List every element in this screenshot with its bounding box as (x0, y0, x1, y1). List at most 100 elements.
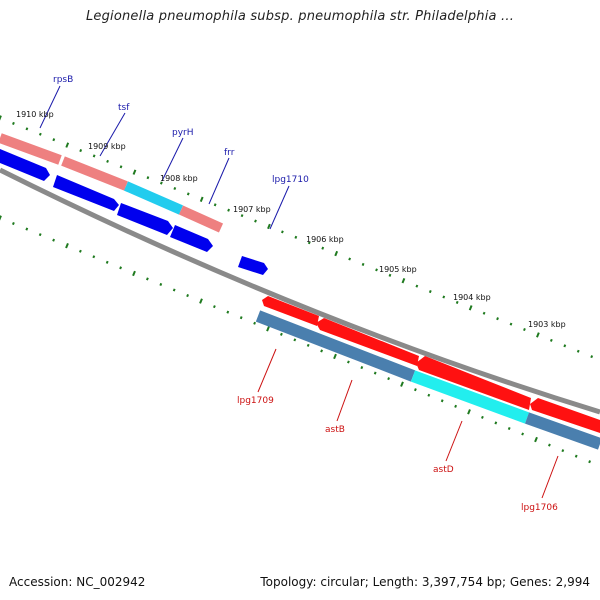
cds-lpg1706-rev (530, 398, 600, 433)
tick-minor (496, 317, 499, 321)
tick-minor (293, 338, 297, 342)
tick-minor (576, 349, 580, 353)
gene-lpg1706 (524, 412, 600, 450)
tick-minor (507, 426, 511, 431)
tick-minor (306, 343, 310, 347)
accession-text: Accession: NC_002942 (9, 575, 146, 589)
gene-tsf (61, 156, 128, 191)
tick-minor (482, 311, 486, 315)
reverse-gene-track (255, 310, 600, 450)
tick-minor (239, 316, 243, 320)
tick-minor (360, 366, 364, 370)
tick-minor (388, 273, 392, 277)
tick-major (266, 326, 270, 332)
tick-minor (186, 192, 190, 196)
tick-major (0, 215, 2, 221)
tick-minor (92, 255, 96, 259)
tick-minor (119, 165, 123, 169)
tick-minor (428, 290, 432, 294)
label-frr: frr (224, 148, 235, 158)
tick-label-1909: 1909 kbp (88, 142, 126, 151)
tick-minor (307, 241, 311, 245)
tick-minor (254, 219, 257, 223)
cds-rpsB (0, 149, 50, 181)
label-pyrH: pyrH (172, 128, 194, 138)
tick-minor (549, 338, 553, 342)
gene-pyrH (124, 181, 183, 215)
tick-major (467, 409, 471, 415)
tick-major (132, 270, 136, 277)
tick-major (401, 278, 406, 284)
forward-gene-track (0, 133, 224, 233)
tick-minor (25, 227, 29, 231)
map-title: Legionella pneumophila subsp. pneumophil… (85, 9, 515, 24)
tick-minor (375, 268, 378, 272)
tick-minor (561, 449, 565, 453)
tick-minor (427, 393, 431, 397)
tick-minor (52, 138, 56, 142)
tick-minor (186, 294, 190, 298)
tick-minor (227, 208, 231, 212)
tick-minor (38, 233, 42, 237)
tick-minor (442, 295, 446, 299)
tick-labels: 1910 kbp 1909 kbp 1908 kbp 1907 kbp 1906… (16, 110, 566, 329)
tick-minor (106, 159, 109, 163)
tick-label-1908: 1908 kbp (160, 174, 198, 183)
gene-frr (178, 205, 224, 233)
genome-summary-text: Topology: circular; Length: 3,397,754 bp… (260, 575, 590, 589)
tick-minor (79, 149, 83, 153)
tick-minor (454, 404, 458, 408)
tick-minor (25, 127, 29, 131)
tick-minor (294, 235, 298, 239)
gene-lpg1709 (255, 310, 416, 382)
tick-major (534, 436, 538, 443)
tick-label-1903: 1903 kbp (528, 320, 566, 329)
tick-minor (509, 322, 513, 326)
tick-minor (415, 284, 419, 288)
tick-minor (173, 186, 177, 191)
gene-astD (410, 370, 530, 424)
tick-minor (172, 288, 176, 292)
tick-major (65, 243, 69, 249)
cds-lpg1710 (238, 256, 268, 275)
label-astD: astD (433, 465, 454, 475)
tick-minor (159, 181, 163, 185)
tick-minor (226, 310, 230, 314)
reverse-cds-track (262, 296, 600, 433)
tick-label-1907: 1907 kbp (233, 205, 271, 214)
tick-minor (146, 176, 150, 180)
tick-minor (146, 277, 149, 281)
tick-minor (387, 377, 391, 381)
tick-minor (361, 262, 365, 266)
label-lpg1710: lpg1710 (272, 175, 309, 185)
tick-minor (574, 454, 578, 458)
tick-minor (280, 332, 283, 336)
tick-major (132, 169, 137, 175)
tick-minor (455, 300, 459, 304)
tick-minor (494, 421, 498, 425)
cds-lpg1709-rev (262, 296, 319, 326)
tick-minor (52, 238, 56, 242)
cds-pyrH (117, 203, 173, 235)
tick-minor (481, 415, 484, 419)
tick-major (468, 305, 473, 311)
tick-major (199, 196, 204, 203)
tick-major (536, 332, 540, 338)
tick-minor (281, 230, 284, 234)
tick-major (267, 223, 271, 230)
tick-minor (563, 344, 567, 348)
tick-minor (11, 222, 15, 226)
cds-astB-rev (316, 318, 419, 366)
tick-major (333, 353, 337, 360)
tick-minor (348, 257, 352, 261)
tick-label-1905: 1905 kbp (379, 265, 417, 274)
inner-ticks (0, 215, 592, 464)
tick-minor (159, 282, 163, 287)
tick-minor (38, 132, 42, 136)
tick-major (199, 298, 203, 304)
gene-rpsB (0, 133, 62, 165)
tick-minor (119, 266, 123, 270)
tick-minor (548, 443, 551, 447)
forward-cds-track (0, 149, 268, 275)
